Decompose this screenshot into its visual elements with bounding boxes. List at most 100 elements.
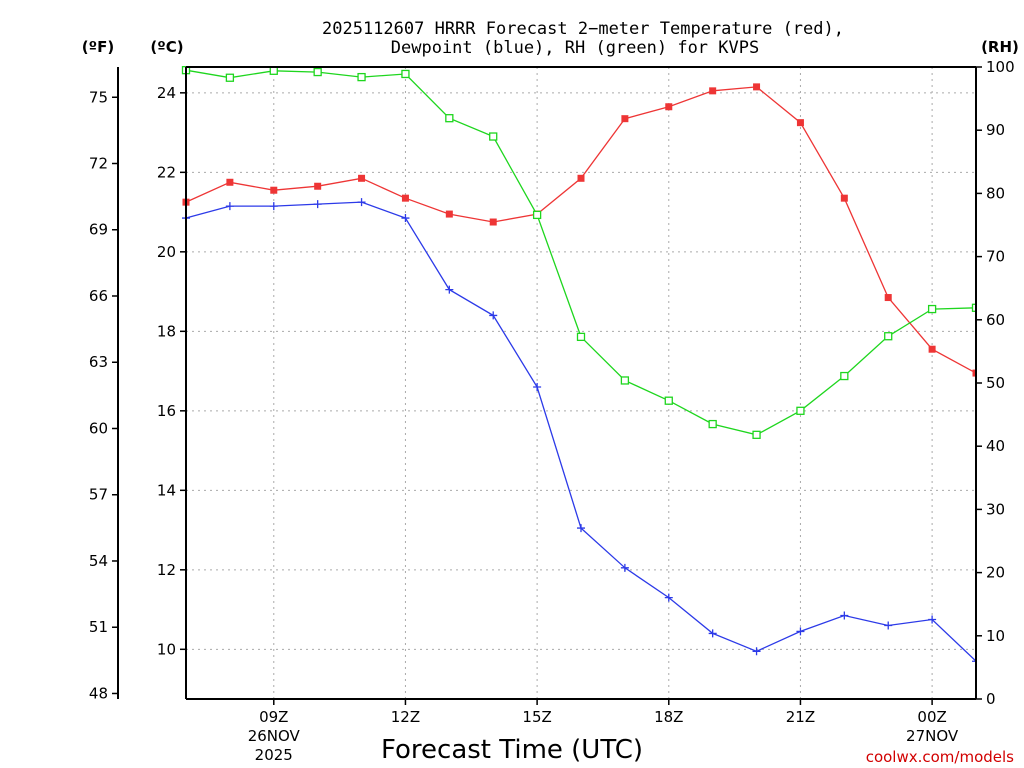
temperature-point [489, 218, 497, 226]
dewpoint-point [972, 657, 976, 666]
dewpoint-point [225, 202, 234, 211]
temperature-point [665, 103, 673, 111]
credit-text: coolwx.com/models [866, 748, 1014, 766]
temperature-point [401, 194, 409, 202]
x-tick-label: 15Z [522, 708, 551, 726]
x-tick-year-label: 2025 [255, 746, 293, 764]
fahrenheit-tick-label: 72 [89, 155, 108, 173]
celsius-tick-label: 18 [157, 322, 176, 340]
x-tick-label: 21Z [786, 708, 815, 726]
temperature-point [884, 294, 892, 302]
celsius-tick-label: 12 [157, 561, 176, 579]
celsius-tick-label: 10 [157, 640, 176, 658]
x-tick-label: 12Z [391, 708, 420, 726]
fahrenheit-tick-label: 63 [89, 353, 108, 371]
fahrenheit-tick-label: 75 [89, 88, 108, 106]
celsius-tick-label: 24 [157, 84, 176, 102]
dewpoint-point [401, 214, 410, 223]
rh-point [840, 371, 849, 381]
dewpoint-point [489, 311, 498, 320]
rh-point [445, 114, 454, 123]
x-tick-label: 00Z [917, 708, 946, 726]
rh-point [927, 304, 937, 314]
rh-point [313, 67, 322, 77]
rh-tick-label: 10 [986, 627, 1005, 645]
dewpoint-point [664, 593, 673, 602]
rh-tick-label: 60 [986, 311, 1005, 329]
rh-point [576, 332, 586, 342]
rh-point [489, 132, 498, 141]
rh-point [532, 210, 542, 220]
rh-point [620, 376, 630, 385]
series-layer [181, 66, 976, 666]
rh-point [225, 73, 235, 82]
temperature-point [445, 210, 453, 218]
celsius-tick-label: 16 [157, 402, 176, 420]
fahrenheit-tick-label: 51 [89, 618, 108, 636]
rh-tick-label: 40 [986, 437, 1005, 455]
fahrenheit-unit-label: (ºF) [82, 38, 114, 56]
x-tick-label: 09Z [259, 708, 288, 726]
fahrenheit-tick-label: 69 [89, 221, 108, 239]
dewpoint-point [752, 647, 761, 656]
labels: 2025112607 HRRR Forecast 2−meter Tempera… [82, 19, 1019, 766]
rh-tick-label: 0 [986, 690, 996, 708]
x-tick-label: 18Z [654, 708, 683, 726]
fahrenheit-tick-label: 66 [89, 287, 108, 305]
temperature-point [226, 178, 234, 186]
rh-tick-label: 20 [986, 564, 1005, 582]
temperature-point [577, 174, 585, 182]
rh-point [357, 72, 366, 82]
dewpoint-point [928, 615, 937, 624]
rh-unit-label: (RH) [981, 38, 1019, 56]
fahrenheit-tick-label: 60 [89, 419, 108, 437]
celsius-tick-label: 14 [157, 481, 176, 499]
x-tick-date-label: 27NOV [906, 727, 959, 745]
temperature-point [270, 186, 278, 194]
grid-lines [186, 67, 976, 699]
dewpoint-point [577, 524, 585, 533]
temperature-point [972, 369, 976, 377]
dewpoint-point [313, 200, 322, 209]
dewpoint-line [185, 201, 976, 662]
fahrenheit-tick-label: 48 [89, 684, 108, 702]
rh-tick-label: 30 [986, 500, 1005, 518]
temperature-point [621, 115, 629, 123]
chart-title-line1: 2025112607 HRRR Forecast 2−meter Tempera… [322, 19, 844, 39]
dewpoint-point [269, 202, 278, 211]
temperature-line [185, 86, 976, 374]
dewpoint-point [840, 611, 849, 620]
dewpoint-point [445, 285, 454, 294]
axes: 10 12 14 16 18 20 22 24 48 51 54 57 60 63 66 69 72 75 0 10 2… [89, 58, 1015, 764]
temperature-point [753, 83, 761, 91]
dewpoint-point [708, 629, 717, 638]
fahrenheit-tick-label: 57 [89, 486, 108, 504]
dewpoint-point [796, 627, 805, 636]
celsius-tick-label: 22 [157, 163, 176, 181]
temperature-point [358, 174, 366, 182]
rh-point [708, 419, 717, 429]
rh-tick-label: 70 [986, 248, 1005, 266]
x-tick-date-label: 26NOV [248, 727, 301, 745]
plot-area [181, 66, 976, 666]
temperature-point [928, 345, 936, 353]
chart-title-line2: Dewpoint (blue), RH (green) for KVPS [391, 38, 759, 58]
rh-point [884, 332, 893, 341]
dewpoint-point [357, 198, 366, 207]
rh-line [185, 69, 976, 436]
rh-point [269, 66, 278, 75]
rh-point [796, 406, 805, 415]
rh-point [971, 303, 976, 312]
x-axis-label: Forecast Time (UTC) [381, 735, 643, 765]
temperature-point [840, 194, 848, 202]
rh-tick-label: 90 [986, 121, 1005, 139]
rh-point [664, 396, 673, 405]
temperature-point [796, 119, 804, 127]
dewpoint-point [884, 621, 893, 630]
rh-tick-label: 80 [986, 184, 1005, 202]
temperature-point [314, 182, 322, 190]
rh-tick-label: 100 [986, 58, 1015, 76]
rh-point [401, 69, 410, 79]
dewpoint-point [533, 382, 542, 391]
